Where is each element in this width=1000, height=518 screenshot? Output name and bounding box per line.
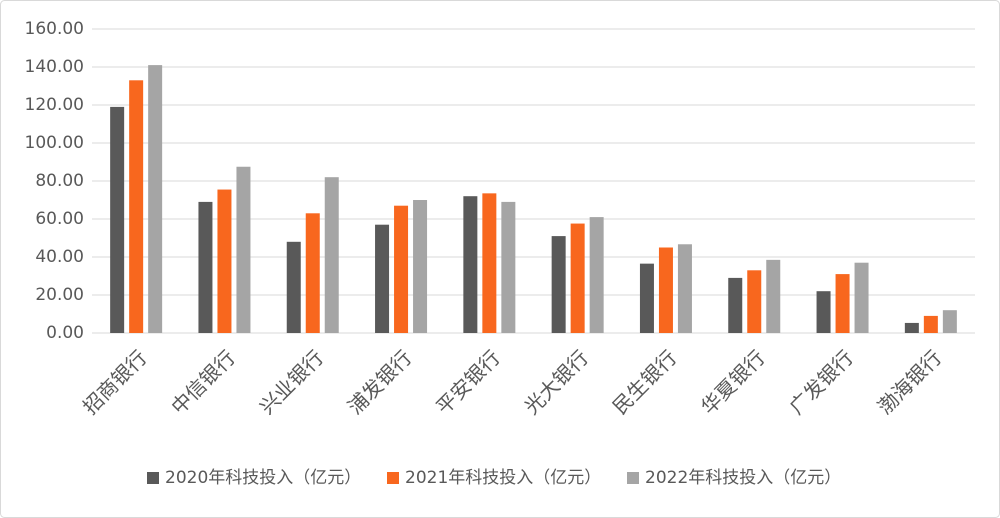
- legend-swatch: [627, 472, 639, 484]
- bar: [747, 270, 762, 333]
- bar: [198, 201, 213, 333]
- y-tick-label: 140.00: [25, 57, 84, 77]
- bar: [286, 241, 301, 333]
- bar: [570, 223, 585, 333]
- legend-label: 2021年科技投入（亿元）: [405, 468, 601, 488]
- bar: [816, 291, 831, 333]
- y-tick-label: 0.00: [46, 323, 84, 343]
- bar: [375, 224, 390, 333]
- bar: [551, 236, 566, 333]
- bar: [677, 244, 692, 333]
- bar: [413, 200, 428, 333]
- legend-swatch: [147, 472, 159, 484]
- bar: [904, 322, 919, 333]
- bar: [658, 247, 673, 333]
- bar: [942, 310, 957, 333]
- y-tick-label: 80.00: [35, 171, 84, 191]
- bar: [639, 263, 654, 333]
- y-tick-label: 160.00: [25, 19, 84, 39]
- bar: [501, 201, 516, 333]
- y-tick-label: 60.00: [35, 209, 84, 229]
- y-tick-label: 40.00: [35, 247, 84, 267]
- bar: [728, 277, 743, 333]
- bar: [589, 217, 604, 333]
- bar: [305, 213, 320, 333]
- bar: [324, 177, 339, 333]
- y-tick-label: 100.00: [25, 133, 84, 153]
- bar: [148, 65, 163, 333]
- bar: [835, 274, 850, 333]
- y-tick-label: 20.00: [35, 285, 84, 305]
- bar: [482, 193, 497, 333]
- legend-label: 2020年科技投入（亿元）: [165, 468, 361, 488]
- bar: [463, 196, 478, 333]
- bar: [854, 262, 869, 333]
- bar: [766, 259, 781, 333]
- bar: [236, 166, 251, 333]
- bar: [129, 80, 144, 333]
- bar: [217, 189, 232, 333]
- bar: [110, 106, 125, 334]
- bar: [923, 315, 938, 333]
- legend-label: 2022年科技投入（亿元）: [645, 468, 841, 488]
- bar: [394, 205, 409, 333]
- legend-swatch: [387, 472, 399, 484]
- y-tick-label: 120.00: [25, 95, 84, 115]
